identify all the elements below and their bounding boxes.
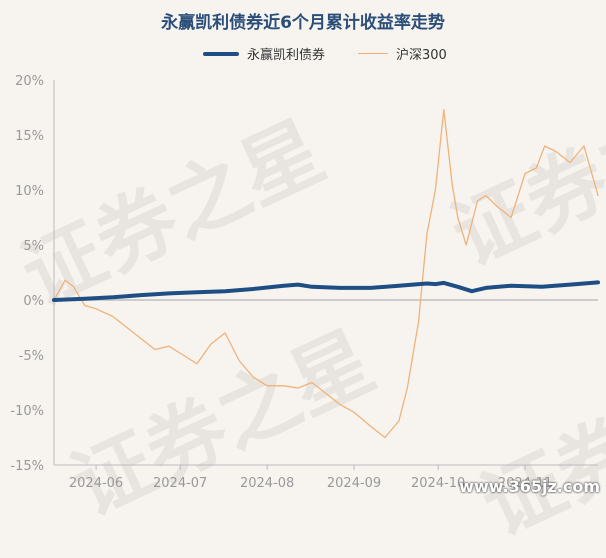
legend-item-fund[interactable]: 永赢凯利债券 — [203, 44, 325, 63]
series-line-fund — [52, 280, 600, 302]
y-tick-label: 5% — [23, 239, 44, 254]
x-tick-label: 2024-08 — [240, 476, 294, 491]
x-tick-label: 2024-07 — [153, 476, 207, 491]
y-tick-label: 15% — [15, 129, 44, 144]
chart-title: 永赢凯利债券近6个月累计收益率走势 — [161, 13, 445, 33]
x-tick-label: 2024-10 — [411, 476, 465, 491]
y-tick-label: 20% — [15, 74, 44, 89]
legend-label-fund: 永赢凯利债券 — [247, 48, 326, 63]
y-tick-label: -15% — [10, 459, 44, 474]
y-tick-label: -5% — [19, 349, 44, 364]
series-line-index — [53, 109, 599, 439]
y-tick-label: -10% — [10, 404, 44, 419]
footer-watermark: www.365jz.com — [459, 477, 600, 496]
x-tick-label: 2024-11 — [498, 476, 552, 491]
legend-label-index: 沪深300 — [396, 48, 447, 63]
y-tick-label: 10% — [15, 184, 44, 199]
x-tick-label: 2024-06 — [69, 476, 123, 491]
legend-swatch-index — [358, 53, 388, 54]
legend: 永赢凯利债券 沪深300 — [0, 44, 606, 64]
legend-swatch-fund — [203, 51, 239, 56]
x-tick-label: 2024-09 — [327, 476, 381, 491]
chart-plot: 20% 15% 10% 5% 0% -5% -10% -15% 2024-06 2024-07 20… — [10, 74, 600, 491]
y-tick-label: 0% — [23, 294, 44, 309]
legend-item-index[interactable]: 沪深300 — [358, 44, 447, 63]
